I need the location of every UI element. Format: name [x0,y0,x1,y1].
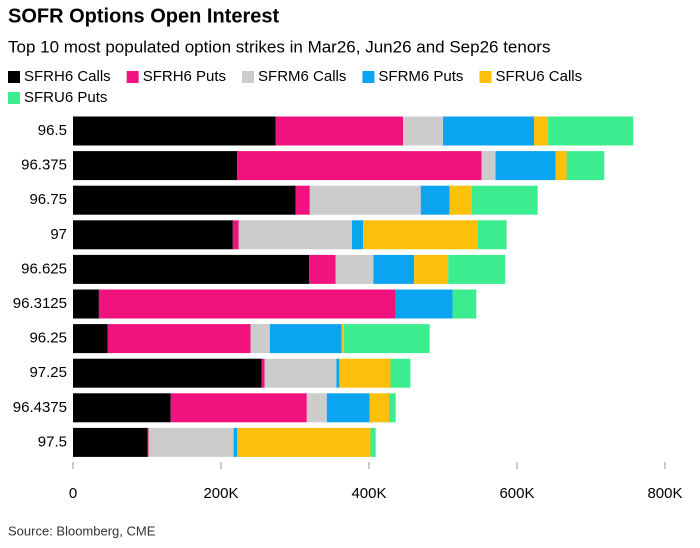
legend-label: SFRU6 Puts [24,89,107,106]
y-tick-label: 96.5 [38,122,67,139]
bar-segment [98,289,396,319]
bar-segment [250,324,270,354]
legend-swatch [8,92,20,104]
bar-segment [443,116,535,146]
legend-label: SFRH6 Calls [24,68,111,85]
bar-segment [548,116,634,146]
bar-segment [420,185,450,215]
bar-segment [73,289,99,319]
bar-segment [341,324,344,354]
x-tick-label: 600K [499,485,534,502]
bar-segment [370,427,376,457]
legend-label: SFRM6 Puts [378,68,463,85]
bar-segment [73,116,276,146]
y-tick-label: 96.625 [21,260,67,277]
bar-segment [449,185,472,215]
chart-title: SOFR Options Open Interest [8,5,279,27]
bar-segment [388,393,396,423]
bar-segment [555,151,567,181]
bar-segment [306,393,327,423]
bar-segment [275,116,404,146]
bar-segment [295,185,310,215]
bar-segment [335,254,374,284]
bar-segment [73,324,108,354]
y-tick-label: 97.5 [38,433,67,450]
x-tick-label: 0 [69,485,77,502]
bar-segment [495,151,556,181]
bar-segment [264,358,337,388]
y-tick-label: 97.25 [29,364,67,381]
y-tick-label: 96.75 [29,191,67,208]
chart-subtitle: Top 10 most populated option strikes in … [8,37,550,56]
bar-segment [369,393,389,423]
bar-segment [73,151,238,181]
legend-swatch [242,71,255,83]
bar-segment [232,220,239,250]
bar-segment [237,427,371,457]
bar-segment [373,254,415,284]
bar-segment [566,151,605,181]
bar-segment [107,324,251,354]
source: Source: Bloomberg, CME [8,523,156,538]
y-tick-label: 96.25 [29,330,67,347]
x-tick-label: 200K [203,485,238,502]
bar-segment [351,220,364,250]
bar-segment [395,289,453,319]
legend-label: SFRU6 Calls [495,68,582,85]
legend-label: SFRM6 Calls [258,68,346,85]
x-tick-label: 800K [647,485,682,502]
bar-segment [237,151,482,181]
bar-segment [452,289,477,319]
bar-segment [170,393,307,423]
bar-segment [73,358,262,388]
legend-swatch [479,71,492,83]
bar-segment [336,358,340,388]
y-tick-label: 96.4375 [13,399,67,416]
bar-segment [403,116,443,146]
y-tick-label: 96.3125 [13,295,67,312]
bar-segment [448,254,506,284]
legend-swatch [362,71,375,83]
y-tick-label: 97 [50,226,67,243]
bar-segment [269,324,342,354]
bar-segment [390,358,411,388]
bar-segment [343,324,430,354]
bar-segment [233,427,238,457]
x-tick-label: 400K [351,485,386,502]
bar-segment [471,185,538,215]
bar-segment [534,116,549,146]
bar-segment [339,358,391,388]
bar-segment [73,254,310,284]
bar-segment [73,427,148,457]
bar-segment [238,220,352,250]
bar-segment [147,427,149,457]
bar-segment [481,151,496,181]
bar-segment [73,393,171,423]
bar-segment [414,254,449,284]
bar-segment [73,220,233,250]
legend-swatch [8,71,20,83]
legend-label: SFRH6 Puts [143,68,226,85]
bar-segment [261,358,265,388]
y-tick-label: 96.375 [21,157,67,174]
bar-segment [148,427,234,457]
bar-segment [73,185,296,215]
legend-swatch [126,71,139,83]
bar-segment [363,220,478,250]
bar-segment [477,220,507,250]
bar-segment [309,185,421,215]
bar-segment [309,254,336,284]
bar-segment [326,393,370,423]
